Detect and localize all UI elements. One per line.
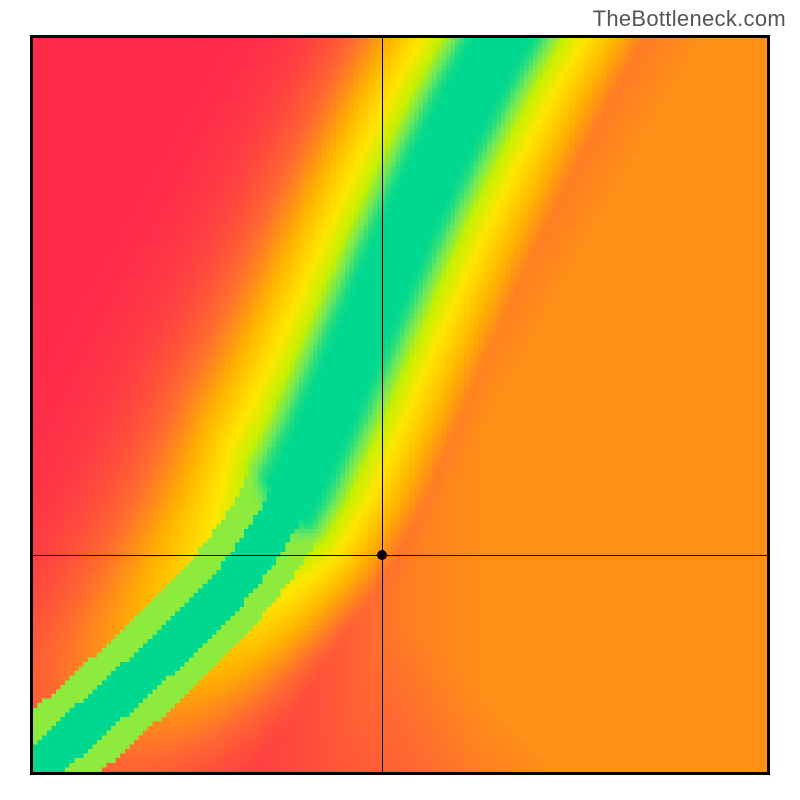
heatmap-plot bbox=[30, 35, 770, 775]
crosshair-horizontal bbox=[33, 555, 767, 556]
crosshair-marker bbox=[377, 550, 387, 560]
chart-container: TheBottleneck.com bbox=[0, 0, 800, 800]
crosshair-vertical bbox=[382, 38, 383, 772]
heatmap-canvas bbox=[33, 38, 767, 772]
watermark-text: TheBottleneck.com bbox=[593, 6, 786, 32]
